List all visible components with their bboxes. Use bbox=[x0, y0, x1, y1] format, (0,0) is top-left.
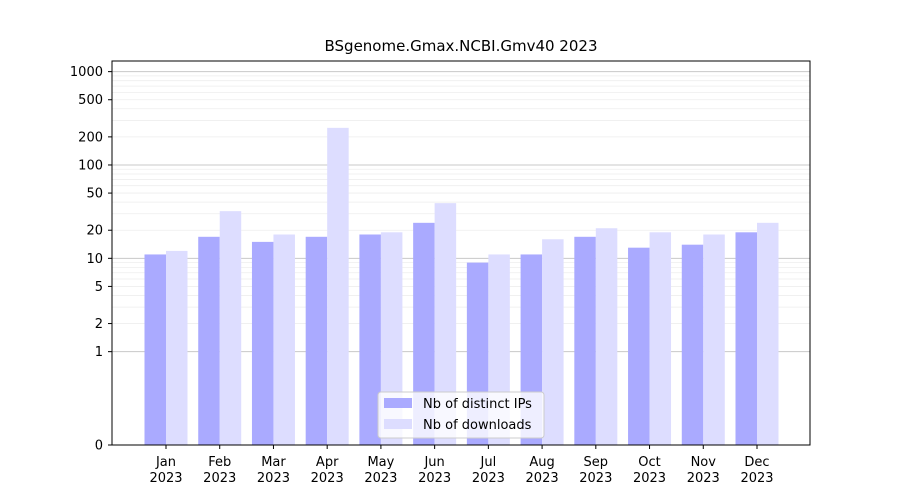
x-tick-label-month: Mar bbox=[261, 455, 286, 470]
x-tick-label-month: Sep bbox=[584, 455, 609, 470]
x-tick-label-month: Jul bbox=[480, 455, 497, 470]
x-tick-label-month: Jun bbox=[423, 455, 444, 470]
x-tick-label-month: May bbox=[367, 455, 394, 470]
bar-downloads bbox=[166, 250, 188, 445]
plot-frame bbox=[111, 60, 811, 446]
y-tick-label: 0 bbox=[95, 439, 103, 454]
bar-downloads bbox=[595, 228, 618, 445]
y-axis: 0 1 2 5 10 20 50 100 200 500 1000 bbox=[70, 65, 112, 454]
x-tick-label-year: 2023 bbox=[203, 471, 236, 486]
y-tick-label: 2 bbox=[95, 317, 103, 332]
bar-downloads bbox=[649, 232, 672, 445]
bar-downloads bbox=[327, 127, 349, 445]
y-tick-label: 20 bbox=[86, 224, 103, 239]
bar-downloads bbox=[434, 203, 457, 445]
bar-downloads bbox=[703, 234, 725, 445]
x-tick-label-month: Jan bbox=[155, 455, 176, 470]
x-tick-label-month: Oct bbox=[638, 455, 660, 470]
bar-distinct-ips bbox=[574, 236, 596, 445]
bar-distinct-ips bbox=[198, 236, 220, 445]
x-tick-label-year: 2023 bbox=[740, 471, 773, 486]
x-tick-label-year: 2023 bbox=[687, 471, 720, 486]
chart-title: BSgenome.Gmax.NCBI.Gmv40 2023 bbox=[325, 37, 598, 55]
y-tick-label: 5 bbox=[95, 280, 103, 295]
y-tick-label: 10 bbox=[86, 252, 103, 267]
x-tick-label-year: 2023 bbox=[311, 471, 344, 486]
x-tick-label-year: 2023 bbox=[579, 471, 612, 486]
y-tick-label: 100 bbox=[78, 158, 103, 173]
x-tick-label-month: Aug bbox=[529, 455, 554, 470]
x-tick-label-month: Nov bbox=[691, 455, 717, 470]
x-tick-label-year: 2023 bbox=[257, 471, 290, 486]
bar-downloads bbox=[273, 234, 295, 445]
legend-swatch-distinct-ips bbox=[384, 398, 412, 408]
legend-label-distinct-ips: Nb of distinct IPs bbox=[423, 397, 532, 412]
x-tick-label-year: 2023 bbox=[472, 471, 505, 486]
x-tick-label-year: 2023 bbox=[633, 471, 666, 486]
x-tick-label-month: Dec bbox=[744, 455, 769, 470]
x-tick-label-year: 2023 bbox=[526, 471, 559, 486]
x-tick-label-year: 2023 bbox=[149, 471, 182, 486]
bar-downloads bbox=[757, 222, 779, 445]
bar-distinct-ips bbox=[628, 247, 650, 445]
legend: Nb of distinct IPs Nb of downloads bbox=[377, 391, 545, 439]
bar-distinct-ips bbox=[413, 222, 435, 445]
x-axis: Jan2023Feb2023Mar2023Apr2023May2023Jun20… bbox=[149, 445, 774, 486]
bar-distinct-ips bbox=[144, 254, 166, 445]
x-tick-label-month: Feb bbox=[208, 455, 231, 470]
y-tick-label: 1000 bbox=[70, 65, 103, 80]
y-tick-label: 50 bbox=[86, 187, 103, 202]
y-tick-label: 500 bbox=[78, 93, 103, 108]
bar-downloads bbox=[219, 211, 242, 445]
bar-downloads bbox=[542, 239, 564, 445]
y-tick-label: 1 bbox=[95, 345, 103, 360]
y-tick-label: 200 bbox=[78, 130, 103, 145]
bar-distinct-ips bbox=[681, 244, 704, 445]
bar-distinct-ips bbox=[735, 232, 757, 445]
x-tick-label-month: Apr bbox=[316, 455, 339, 470]
bar-distinct-ips bbox=[305, 236, 328, 445]
legend-label-downloads: Nb of downloads bbox=[423, 418, 532, 433]
legend-swatch-downloads bbox=[384, 419, 412, 429]
bar-distinct-ips bbox=[251, 241, 274, 445]
x-tick-label-year: 2023 bbox=[418, 471, 451, 486]
bar-distinct-ips bbox=[359, 234, 381, 445]
x-tick-label-year: 2023 bbox=[364, 471, 397, 486]
legend-box bbox=[377, 391, 545, 439]
